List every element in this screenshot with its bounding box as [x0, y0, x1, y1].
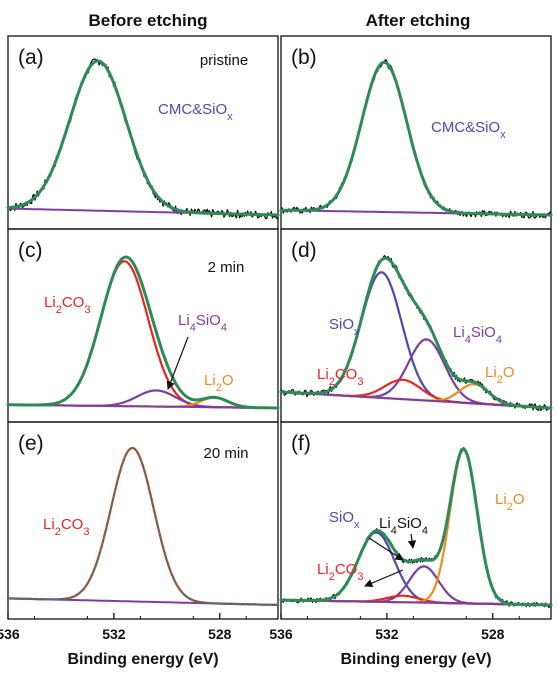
species-label: SiOx — [329, 316, 360, 338]
panel-label: (f) — [291, 432, 311, 455]
envelope-fit-line — [6, 255, 280, 410]
species-label: Li2O — [204, 372, 233, 394]
x-tick-label: 532 — [102, 626, 126, 642]
peak-cmcsiox-line — [279, 61, 553, 217]
panel-label: (d) — [291, 239, 317, 262]
column-title-before: Before etching — [88, 11, 207, 30]
pointer-arrow — [166, 336, 189, 390]
panel-a: (a) pristine CMC&SiOx — [6, 35, 280, 230]
x-axis-after: 536 532 528 Binding energy (eV) — [269, 613, 520, 668]
condition-label: 2 min — [208, 259, 245, 276]
species-label: CMC&SiOx — [431, 119, 506, 141]
x-tick-label: 536 — [269, 626, 293, 642]
panel-d: (d) SiOx Li4SiO4 Li2CO3 Li2O — [279, 228, 553, 423]
panel-c: (c) 2 min Li2CO3 Li4SiO4 Li2O — [6, 228, 280, 423]
raw-spectrum-line — [7, 58, 279, 220]
x-tick-label: 528 — [208, 626, 232, 642]
x-tick-label: 536 — [0, 626, 20, 642]
pointer-arrow — [407, 533, 417, 550]
envelope-fit-line — [7, 447, 279, 606]
envelope-fit-line — [279, 256, 553, 410]
panel-frame — [280, 421, 552, 620]
panel-f: (f) SiOx Li4SiO4 Li2O Li2CO3 — [279, 421, 553, 620]
background-line — [280, 390, 552, 409]
x-tick-label: 532 — [375, 626, 399, 642]
panel-frame — [7, 421, 279, 620]
species-label: SiOx — [329, 509, 360, 531]
species-label: Li2CO3 — [44, 294, 90, 316]
condition-label: pristine — [200, 52, 248, 69]
panel-b: (b) CMC&SiOx — [279, 35, 553, 230]
x-tick-label: 528 — [481, 626, 505, 642]
envelope-fit-line — [279, 60, 553, 217]
column-title-after: After etching — [366, 11, 471, 30]
species-label: Li4SiO4 — [379, 515, 428, 537]
panel-e: (e) 20 min Li2CO3 — [6, 421, 280, 620]
x-axis-before: 536 532 528 Binding energy (eV) — [0, 613, 247, 668]
panel-label: (a) — [18, 46, 44, 69]
x-axis-title: Binding energy (eV) — [340, 651, 491, 668]
panel-label: (b) — [291, 46, 317, 69]
background-line — [7, 597, 279, 606]
species-label: Li2CO3 — [43, 516, 89, 538]
species-label: Li4SiO4 — [453, 324, 502, 346]
x-axis-title: Binding energy (eV) — [67, 651, 218, 668]
pointer-arrow — [368, 537, 404, 561]
x-axes: 536 532 528 Binding energy (eV) 536 532 528 Bin… — [0, 613, 520, 668]
species-label: Li2CO3 — [317, 366, 363, 388]
condition-label: 20 min — [203, 445, 248, 462]
peak-siox-line — [279, 271, 553, 410]
species-label: Li2CO3 — [317, 561, 363, 583]
species-label: Li2O — [485, 364, 514, 386]
panel-label: (c) — [18, 239, 43, 262]
peak-cmcsiox-line — [6, 59, 280, 217]
species-label: CMC&SiOx — [158, 101, 233, 123]
panel-grid: (a) pristine CMC&SiOx (b) CMC&SiOx (c) 2 min Li… — [6, 35, 553, 620]
envelope-fit-line — [6, 59, 280, 217]
envelope-fit-line — [279, 447, 553, 607]
pointer-arrow — [364, 569, 404, 588]
raw-spectrum-line — [280, 58, 552, 219]
panel-label: (e) — [18, 432, 44, 455]
species-label: Li2O — [495, 491, 524, 513]
species-label: Li4SiO4 — [178, 312, 227, 334]
panel-frame — [280, 35, 552, 230]
raw-spectrum-line — [280, 255, 552, 412]
